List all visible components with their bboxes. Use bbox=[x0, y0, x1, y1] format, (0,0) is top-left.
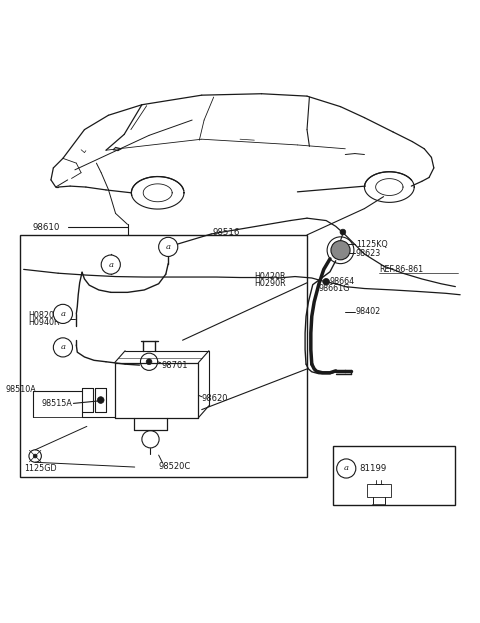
Bar bbox=[367, 484, 391, 497]
Text: 98701: 98701 bbox=[161, 361, 188, 369]
Text: 98510A: 98510A bbox=[5, 384, 36, 394]
Circle shape bbox=[323, 278, 329, 285]
Circle shape bbox=[331, 240, 350, 260]
Circle shape bbox=[53, 304, 72, 323]
Text: REF.86-861: REF.86-861 bbox=[379, 265, 423, 274]
Text: 98516: 98516 bbox=[213, 228, 240, 237]
Text: 98664: 98664 bbox=[330, 277, 355, 286]
Bar bbox=[333, 445, 456, 505]
Circle shape bbox=[340, 229, 346, 235]
Text: H0420R: H0420R bbox=[254, 272, 286, 281]
Text: a: a bbox=[60, 310, 65, 318]
Text: 98610: 98610 bbox=[32, 223, 60, 232]
Text: a: a bbox=[60, 343, 65, 351]
Bar bbox=[20, 235, 307, 477]
Text: a: a bbox=[344, 465, 349, 472]
Text: 81199: 81199 bbox=[360, 464, 387, 473]
Text: H0820R: H0820R bbox=[28, 311, 60, 320]
Text: 98661G: 98661G bbox=[319, 284, 350, 293]
Text: 98402: 98402 bbox=[356, 307, 381, 316]
Circle shape bbox=[101, 255, 120, 274]
Circle shape bbox=[33, 454, 37, 458]
Text: H0290R: H0290R bbox=[254, 278, 286, 288]
Text: a: a bbox=[166, 243, 171, 251]
Circle shape bbox=[97, 397, 104, 404]
Text: 98515A: 98515A bbox=[42, 399, 73, 408]
Circle shape bbox=[146, 359, 152, 364]
Text: 98620: 98620 bbox=[202, 394, 228, 403]
Text: a: a bbox=[108, 260, 113, 269]
Circle shape bbox=[53, 338, 72, 357]
Text: 1125KQ: 1125KQ bbox=[356, 240, 387, 249]
Circle shape bbox=[336, 459, 356, 478]
Text: 1125GD: 1125GD bbox=[24, 464, 56, 473]
Text: H0940R: H0940R bbox=[28, 318, 60, 326]
Circle shape bbox=[158, 237, 178, 257]
Text: 98520C: 98520C bbox=[158, 462, 191, 471]
Text: 98623: 98623 bbox=[356, 249, 381, 257]
